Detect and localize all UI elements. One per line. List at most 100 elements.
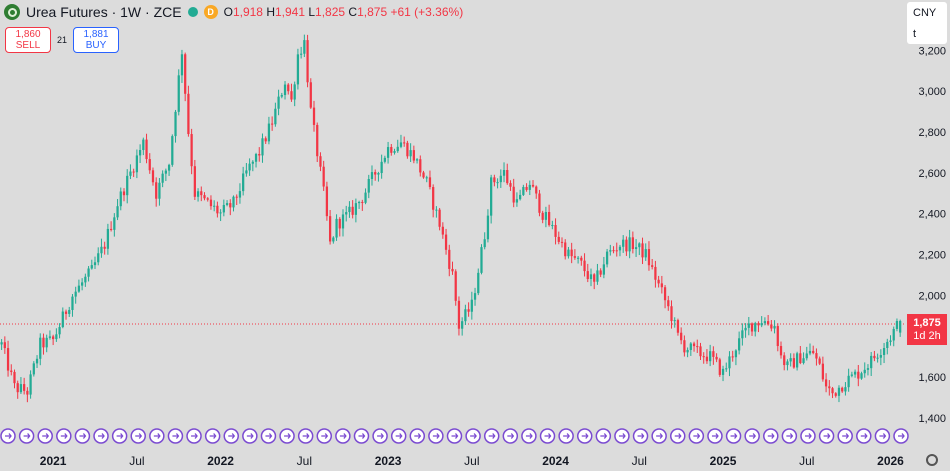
sell-label: SELL	[15, 40, 41, 51]
event-marker-icon[interactable]	[18, 428, 35, 444]
event-marker-icon[interactable]	[670, 428, 686, 444]
event-marker-icon[interactable]	[242, 428, 258, 444]
event-marker-icon[interactable]	[818, 428, 835, 444]
sell-button[interactable]: 1,860 SELL	[5, 27, 51, 53]
event-marker-icon[interactable]	[763, 428, 779, 444]
event-marker-icon[interactable]	[297, 428, 314, 444]
event-marker-icon[interactable]	[446, 428, 463, 444]
event-marker-icon[interactable]	[0, 428, 16, 444]
candle-body	[841, 387, 844, 392]
candle-body	[374, 172, 377, 175]
event-marker-icon[interactable]	[390, 428, 407, 444]
event-marker-icon[interactable]	[595, 428, 612, 444]
candle-body	[738, 338, 741, 351]
event-marker-icon[interactable]	[800, 428, 816, 444]
event-marker-icon[interactable]	[781, 428, 798, 444]
event-marker-icon[interactable]	[316, 428, 333, 444]
candle-body	[229, 203, 232, 208]
candle-body	[68, 309, 71, 314]
event-marker-icon[interactable]	[149, 428, 165, 444]
candle-body	[554, 225, 557, 237]
candle-body	[296, 54, 300, 85]
event-marker-icon[interactable]	[372, 428, 388, 444]
event-marker-icon[interactable]	[893, 428, 909, 444]
candle-body	[844, 387, 847, 392]
event-marker-icon[interactable]	[744, 428, 760, 444]
event-marker-icon[interactable]	[260, 428, 277, 444]
event-marker-icon[interactable]	[56, 428, 72, 444]
event-marker-icon[interactable]	[483, 428, 500, 444]
event-marker-icon[interactable]	[688, 428, 705, 444]
candle-body	[209, 199, 213, 207]
event-marker-icon[interactable]	[651, 428, 667, 444]
candle-body	[490, 177, 493, 216]
event-marker-icon[interactable]	[874, 428, 891, 444]
event-marker-icon[interactable]	[93, 428, 109, 444]
candle-body	[725, 368, 728, 370]
event-marker-icon[interactable]	[130, 428, 146, 444]
candle-body	[148, 159, 151, 171]
candle-body	[277, 96, 280, 109]
candle-body	[145, 139, 148, 160]
event-marker-icon[interactable]	[576, 428, 593, 444]
y-tick-label: 2,200	[918, 250, 946, 262]
event-marker-icon[interactable]	[167, 428, 184, 444]
candle-body	[325, 186, 329, 217]
candle-body	[126, 175, 129, 196]
candle-body	[100, 246, 103, 254]
event-marker-icon[interactable]	[111, 428, 128, 444]
candle-body	[386, 147, 390, 158]
event-marker-icon[interactable]	[465, 428, 481, 444]
candle-body	[860, 373, 863, 379]
event-marker-icon[interactable]	[502, 428, 519, 444]
candle-body	[122, 191, 126, 196]
candle-body	[583, 260, 586, 272]
buy-price: 1,881	[83, 29, 109, 40]
y-tick-label: 1,400	[918, 413, 946, 425]
event-marker-icon[interactable]	[856, 428, 872, 444]
candle-body	[171, 136, 174, 165]
y-tick-label: 2,800	[918, 127, 946, 139]
candle-body	[409, 150, 412, 157]
event-marker-icon[interactable]	[521, 428, 537, 444]
symbol-title[interactable]: Urea Futures · 1W · ZCE	[26, 4, 182, 20]
event-marker-icon[interactable]	[725, 428, 742, 444]
event-marker-icon[interactable]	[632, 428, 649, 444]
candle-body	[515, 199, 519, 203]
candle-body	[683, 340, 686, 353]
event-marker-icon[interactable]	[279, 428, 295, 444]
y-tick-label: 3,000	[918, 86, 946, 98]
event-marker-icon[interactable]	[74, 428, 91, 444]
event-marker-icon[interactable]	[539, 428, 556, 444]
delayed-badge[interactable]: D	[203, 5, 218, 19]
buy-button[interactable]: 1,881 BUY	[73, 27, 120, 53]
event-marker-icon[interactable]	[409, 428, 426, 444]
event-marker-icon[interactable]	[335, 428, 351, 444]
candle-body	[383, 157, 386, 162]
event-marker-icon[interactable]	[428, 428, 444, 444]
settings-gear-icon[interactable]	[926, 454, 938, 466]
candle-body	[886, 341, 889, 349]
event-marker-icon[interactable]	[204, 428, 221, 444]
event-marker-icon[interactable]	[614, 428, 630, 444]
candle-body	[628, 237, 631, 252]
event-marker-icon[interactable]	[558, 428, 574, 444]
event-marker-icon[interactable]	[837, 428, 853, 444]
event-marker-icon[interactable]	[186, 428, 202, 444]
event-marker-icon[interactable]	[353, 428, 370, 444]
currency-unit-selector[interactable]: CNY t	[907, 2, 947, 44]
candle-body	[164, 170, 167, 174]
event-marker-icon[interactable]	[37, 428, 53, 444]
candle-body	[238, 191, 242, 198]
candle-body	[573, 256, 577, 258]
event-marker-icon[interactable]	[707, 428, 723, 444]
currency-code: CNY	[913, 6, 937, 19]
candle-body	[135, 155, 139, 173]
candle-body	[870, 355, 873, 369]
candle-body	[16, 383, 19, 393]
candle-body	[609, 250, 612, 252]
candle-body	[741, 330, 744, 339]
event-marker-icon[interactable]	[223, 428, 239, 444]
candle-body	[696, 346, 699, 348]
